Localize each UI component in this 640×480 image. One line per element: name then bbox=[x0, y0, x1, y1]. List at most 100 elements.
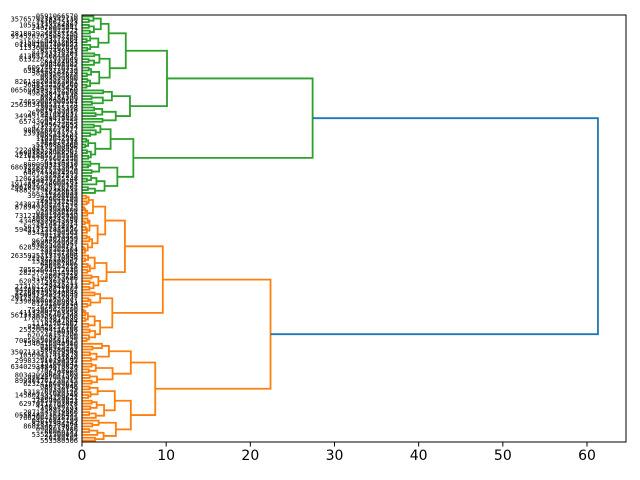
leaf-label: 55972572 bbox=[44, 27, 78, 35]
dendrogram-link bbox=[270, 117, 599, 336]
leaf-label: 8682346779078 bbox=[23, 423, 78, 431]
leaf-label: 606740776375 bbox=[27, 64, 78, 72]
leaf-label: 43172364 bbox=[44, 36, 78, 44]
leaf-label: 47277759974 bbox=[32, 124, 78, 132]
leaf-label: 2917526471857937 bbox=[11, 295, 78, 303]
leaf-label: 1780263814696 bbox=[23, 314, 78, 322]
leaf-label: 991383325 bbox=[40, 232, 78, 240]
leaf-label: 61751860914 bbox=[32, 300, 78, 308]
leaf-label: 5648352109560 bbox=[23, 81, 78, 89]
leaf-label: 32172300896 bbox=[32, 144, 78, 152]
leaf-label: 82831384264 bbox=[32, 420, 78, 428]
leaf-label: 267687499037 bbox=[27, 110, 78, 118]
leaf-label: 77100342 bbox=[44, 329, 78, 337]
leaf-label: 0908037986 bbox=[36, 425, 78, 433]
leaf-label: 65743092745425 bbox=[19, 118, 78, 126]
leaf-label: 399431808893 bbox=[27, 192, 78, 200]
leaf-label: 678974670 bbox=[40, 303, 78, 311]
leaf-label: 899301761736215 bbox=[15, 377, 78, 385]
leaf-label: 9145282035852208 bbox=[11, 33, 78, 41]
leaf-label: 011041667400633 bbox=[15, 41, 78, 49]
leaf-label: 1540416940980 bbox=[23, 340, 78, 348]
leaf-label: 080752046 bbox=[40, 383, 78, 391]
leaf-label: 5260885460 bbox=[36, 141, 78, 149]
leaf-label: 6863278207213441 bbox=[11, 164, 78, 172]
leaf-label: 31504604912684 bbox=[19, 38, 78, 46]
leaf-label: 84793378201 bbox=[32, 50, 78, 58]
leaf-label: 24070055441 bbox=[32, 24, 78, 32]
leaf-label: 299832510190593 bbox=[15, 357, 78, 365]
leaf-label: 43469329643054 bbox=[19, 218, 78, 226]
leaf-label: 06104905 bbox=[44, 369, 78, 377]
leaf-label: 2974818214 bbox=[36, 221, 78, 229]
leaf-label: 73859969823 bbox=[32, 397, 78, 405]
leaf-label: 61322821939649 bbox=[19, 55, 78, 63]
leaf-label: 25520004116106 bbox=[19, 326, 78, 334]
leaf-label: 51920253686 bbox=[32, 275, 78, 283]
leaf-label: 2316625323 bbox=[36, 18, 78, 26]
leaf-label: 302935398 bbox=[40, 104, 78, 112]
leaf-label: 033529390 bbox=[40, 75, 78, 83]
leaf-label: 0656045932162560 bbox=[11, 87, 78, 95]
leaf-label: 13306308067 bbox=[32, 258, 78, 266]
leaf-label: 034431790563 bbox=[27, 229, 78, 237]
leaf-label: 036925419 bbox=[40, 343, 78, 351]
leaf-label: 021331840 bbox=[40, 354, 78, 362]
leaf-label: 850957348218842 bbox=[15, 292, 78, 300]
leaf-label: 61154579 bbox=[44, 158, 78, 166]
x-tick-label: 50 bbox=[494, 448, 512, 464]
leaf-label: 2071437019866 bbox=[23, 408, 78, 416]
leaf-label: 878949203051675 bbox=[15, 203, 78, 211]
leaf-label: 6340293884679820 bbox=[11, 363, 78, 371]
leaf-label: 586280462 bbox=[40, 346, 78, 354]
leaf-label: 57847504 bbox=[44, 317, 78, 325]
leaf-label: 69038828968202 bbox=[19, 149, 78, 157]
leaf-label: 93427945428 bbox=[32, 84, 78, 92]
leaf-label: 10551173134807 bbox=[19, 21, 78, 29]
leaf-label: 9806288027077 bbox=[23, 127, 78, 135]
leaf-label: 749473660261 bbox=[27, 178, 78, 186]
leaf-label: 243023142242578 bbox=[15, 201, 78, 209]
leaf-label: 6354443739729 bbox=[23, 67, 78, 75]
leaf-label: 04616845199 bbox=[32, 417, 78, 425]
leaf-label: 533980800 bbox=[40, 206, 78, 214]
leaf-label: 227647291840048 bbox=[15, 289, 78, 297]
leaf-label: 4140196751 bbox=[36, 403, 78, 411]
leaf-label: 53521300054 bbox=[32, 431, 78, 439]
leaf-label: 731278801305930 bbox=[15, 212, 78, 220]
leaf-label: 03025289957 bbox=[32, 240, 78, 248]
leaf-label: 4304159621 bbox=[36, 394, 78, 402]
leaf-label: 640567006 bbox=[40, 260, 78, 268]
leaf-label: 105672655 bbox=[40, 121, 78, 129]
leaf-label: 553580506 bbox=[40, 437, 78, 445]
leaf-label: 8000993230830 bbox=[23, 161, 78, 169]
x-tick-label: 30 bbox=[326, 448, 344, 464]
leaf-label: 055848073626431 bbox=[15, 411, 78, 419]
leaf-label: 038456709 bbox=[40, 95, 78, 103]
leaf-label: 803420986641509 bbox=[15, 371, 78, 379]
leaf-label: 421618857765540 bbox=[15, 152, 78, 160]
leaf-label: 3507133577829549 bbox=[11, 349, 78, 357]
leaf-label: 62053153629711 bbox=[19, 277, 78, 285]
leaf-label: 0351838124 bbox=[36, 209, 78, 217]
leaf-label: 2818029243537195 bbox=[11, 30, 78, 38]
leaf-label: 43125211 bbox=[44, 280, 78, 288]
leaf-label: 1914857748900132 bbox=[11, 181, 78, 189]
leaf-label: 2393062143753 bbox=[23, 129, 78, 137]
leaf-label: 20079718 bbox=[44, 272, 78, 280]
leaf-label: 708508500581875 bbox=[15, 337, 78, 345]
leaf-label: 947682106611807 bbox=[15, 286, 78, 294]
leaf-label: 41133007763458 bbox=[19, 309, 78, 317]
leaf-label: 876447965920 bbox=[27, 374, 78, 382]
leaf-label: 16228633 bbox=[44, 189, 78, 197]
leaf-label: 877430313 bbox=[40, 47, 78, 55]
x-tick-label: 40 bbox=[410, 448, 428, 464]
leaf-label: 28257972914320 bbox=[19, 269, 78, 277]
x-tick-label: 10 bbox=[157, 448, 175, 464]
leaf-label: 145802335960248 bbox=[15, 391, 78, 399]
x-tick-label: 20 bbox=[241, 448, 259, 464]
leaf-label: 30838745790 bbox=[32, 215, 78, 223]
leaf-label: 2635925713795696 bbox=[11, 252, 78, 260]
